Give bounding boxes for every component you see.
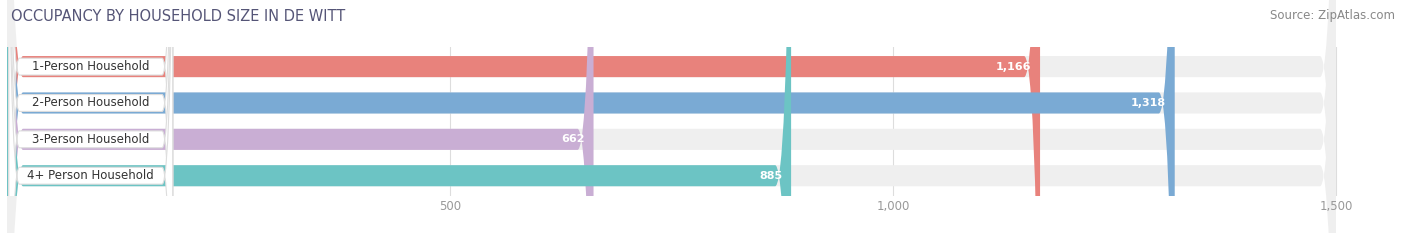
- FancyBboxPatch shape: [7, 0, 1336, 233]
- FancyBboxPatch shape: [7, 0, 1336, 233]
- Text: 662: 662: [561, 134, 585, 144]
- Text: 885: 885: [759, 171, 782, 181]
- Text: 1-Person Household: 1-Person Household: [32, 60, 149, 73]
- FancyBboxPatch shape: [8, 0, 173, 233]
- FancyBboxPatch shape: [8, 0, 173, 233]
- Text: OCCUPANCY BY HOUSEHOLD SIZE IN DE WITT: OCCUPANCY BY HOUSEHOLD SIZE IN DE WITT: [11, 9, 346, 24]
- Text: 2-Person Household: 2-Person Household: [32, 96, 149, 110]
- FancyBboxPatch shape: [7, 0, 792, 233]
- Text: 1,166: 1,166: [995, 62, 1031, 72]
- FancyBboxPatch shape: [7, 0, 1175, 233]
- Text: 1,318: 1,318: [1130, 98, 1166, 108]
- Text: 3-Person Household: 3-Person Household: [32, 133, 149, 146]
- Text: 4+ Person Household: 4+ Person Household: [27, 169, 155, 182]
- FancyBboxPatch shape: [8, 0, 173, 233]
- FancyBboxPatch shape: [7, 0, 1040, 233]
- FancyBboxPatch shape: [8, 0, 173, 233]
- FancyBboxPatch shape: [7, 0, 1336, 233]
- Text: Source: ZipAtlas.com: Source: ZipAtlas.com: [1270, 9, 1395, 22]
- FancyBboxPatch shape: [7, 0, 593, 233]
- FancyBboxPatch shape: [7, 0, 1336, 233]
